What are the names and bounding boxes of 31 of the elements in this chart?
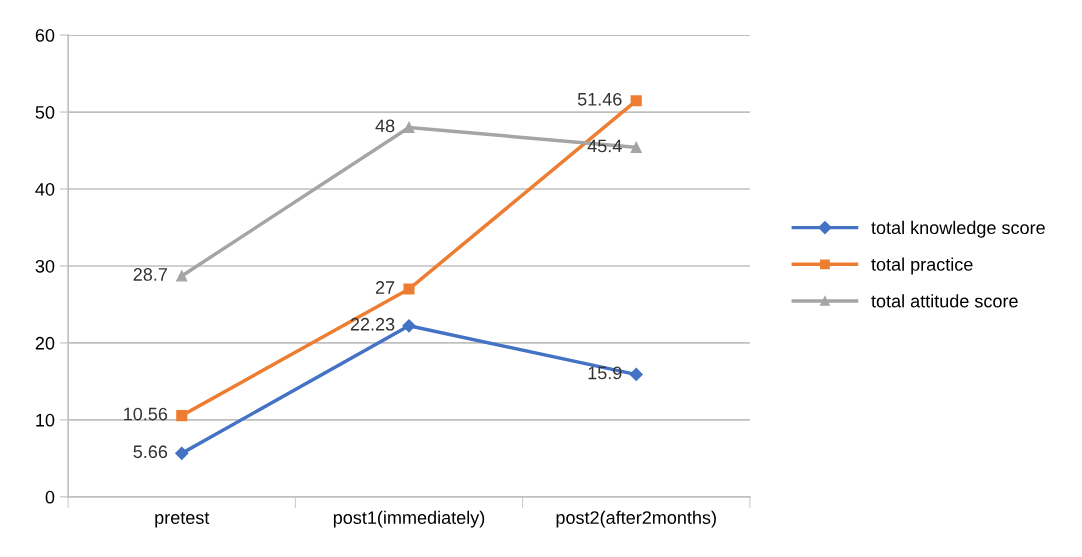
y-tick-label: 40 bbox=[35, 182, 55, 196]
data-label: 45.4 bbox=[587, 139, 622, 153]
point bbox=[629, 367, 643, 382]
point bbox=[176, 270, 188, 282]
data-label: 10.56 bbox=[124, 407, 168, 421]
data-label: 51.46 bbox=[577, 92, 622, 106]
point bbox=[175, 446, 189, 460]
data-label: 27 bbox=[375, 281, 395, 294]
legend-label: total practice bbox=[871, 257, 973, 275]
point bbox=[176, 410, 188, 422]
y-tick-label: 10 bbox=[36, 413, 55, 427]
y-tick-label: 20 bbox=[35, 336, 55, 350]
x-tick-label: pretest bbox=[155, 512, 210, 528]
y-tick-label: 60 bbox=[35, 29, 55, 42]
legend-label: total knowledge score bbox=[871, 220, 1045, 238]
x-tick-label: post1(immediately) bbox=[333, 510, 485, 528]
point bbox=[630, 141, 642, 154]
point bbox=[402, 319, 416, 333]
point bbox=[403, 283, 415, 295]
data-label: 28.7 bbox=[133, 268, 167, 281]
data-label: 48 bbox=[375, 119, 395, 133]
y-tick-label: 30 bbox=[35, 259, 55, 273]
data-label: 22.23 bbox=[350, 317, 395, 331]
legend-label: total attitude score bbox=[871, 294, 1018, 308]
data-label: 15.9 bbox=[588, 366, 622, 380]
y-tick-label: 50 bbox=[35, 105, 55, 119]
point bbox=[630, 95, 642, 107]
data-label: 5.66 bbox=[133, 445, 168, 459]
point bbox=[403, 121, 415, 133]
x-tick-label: post2(after2months) bbox=[556, 510, 716, 528]
y-tick-label: 0 bbox=[45, 490, 55, 504]
